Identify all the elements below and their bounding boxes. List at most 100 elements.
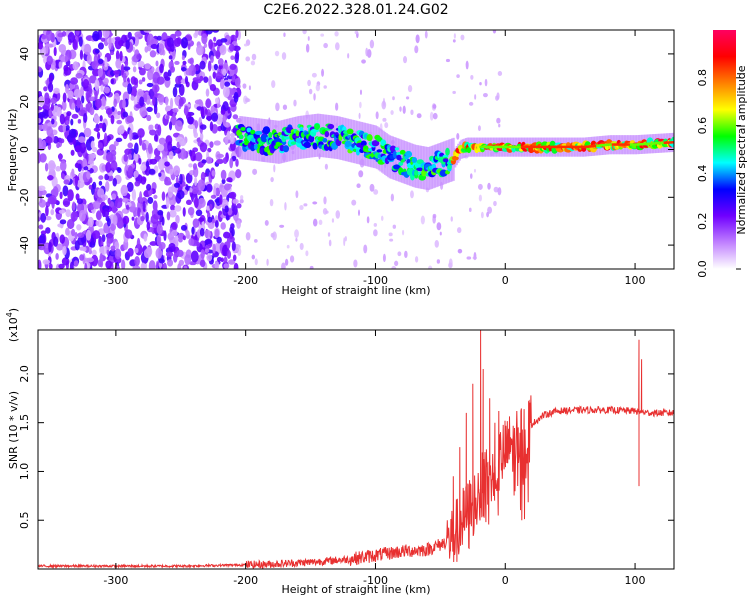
x-tick-label: 100 xyxy=(625,574,646,587)
spectrogram-noise-blob xyxy=(108,37,112,50)
spectrogram-noise-blob xyxy=(137,128,145,138)
spectrogram-speckle xyxy=(487,182,491,190)
spectrogram-noise-blob xyxy=(221,178,226,185)
spectrogram-noise-blob xyxy=(172,165,181,176)
spectrogram-noise-blob xyxy=(178,97,184,107)
spectrogram-noise-blob xyxy=(57,223,64,228)
spectrogram-noise-blob xyxy=(64,55,69,63)
spectrogram-noise-blob xyxy=(52,236,59,247)
spectrogram-noise-blob xyxy=(67,189,74,202)
spectrogram-speckle xyxy=(496,92,500,100)
spectrogram-noise-blob xyxy=(105,151,114,163)
spectrogram-noise-blob xyxy=(200,249,205,260)
ridge-core xyxy=(629,143,633,146)
spectrogram-noise-blob xyxy=(106,217,111,227)
spectrogram-noise-blob xyxy=(122,72,127,83)
spectrogram-noise-blob xyxy=(86,257,94,263)
spectrogram-noise-blob xyxy=(77,232,85,238)
spectrogram-noise-blob xyxy=(48,74,53,85)
spectrogram-noise-blob xyxy=(73,260,79,267)
spectrogram-speckle xyxy=(381,100,387,110)
spectrogram-noise-blob xyxy=(179,173,183,185)
spectrogram-noise-blob xyxy=(182,207,186,217)
spectrogram-noise-blob xyxy=(98,58,104,65)
spectrogram-noise-blob xyxy=(146,221,151,231)
spectrogram-noise-blob xyxy=(205,88,210,97)
spectrogram-speckle xyxy=(486,211,490,218)
spectrogram-noise-blob xyxy=(83,43,92,55)
spectrogram-noise-blob xyxy=(43,86,48,92)
spectrogram-speckle xyxy=(488,206,492,212)
spectrogram-speckle xyxy=(366,216,370,224)
spectrogram-speckle xyxy=(282,104,288,110)
spectrogram-noise-blob xyxy=(222,231,231,239)
spectrogram-noise-blob xyxy=(127,247,134,257)
spectrogram-noise-blob xyxy=(164,161,170,167)
spectrogram-speckle xyxy=(271,80,276,89)
spectrogram-noise-blob xyxy=(53,87,60,94)
ridge-core xyxy=(520,145,524,149)
spectrogram-noise-blob xyxy=(140,215,145,222)
spectrogram-noise-blob xyxy=(209,121,214,132)
spectrogram-noise-blob xyxy=(85,229,92,241)
spectrogram-speckle xyxy=(283,32,286,37)
spectrogram-noise-blob xyxy=(114,248,122,260)
snr-scale-exp: 4 xyxy=(5,312,14,317)
spectrogram-noise-blob xyxy=(67,90,74,100)
spectrogram-noise-blob xyxy=(136,237,141,250)
spectrogram-noise-blob xyxy=(222,115,227,127)
spectrogram-noise-blob xyxy=(79,141,87,154)
spectrogram-noise-blob xyxy=(190,150,196,162)
spectrogram-speckle xyxy=(497,70,503,76)
spectrogram-noise-blob xyxy=(140,164,147,172)
spectrogram-noise-blob xyxy=(148,168,156,175)
spectrogram-speckle xyxy=(272,231,277,241)
spectrogram-noise-blob xyxy=(220,222,226,230)
spectrogram-noise-blob xyxy=(171,229,178,237)
spectrogram-speckle xyxy=(391,265,397,269)
ridge-blob xyxy=(371,140,380,147)
spectrogram-noise-blob xyxy=(228,259,236,265)
ridge-halo xyxy=(436,143,440,187)
spectrogram-noise-blob xyxy=(220,257,224,263)
spectrogram-speckle xyxy=(334,31,339,37)
spectrogram-noise-blob xyxy=(149,241,158,246)
spectrogram-speckle xyxy=(498,123,501,128)
spectrogram-noise-blob xyxy=(149,158,158,165)
ridge-blob xyxy=(394,147,400,151)
ridge-core xyxy=(505,145,509,149)
spectrogram-noise-blob xyxy=(62,245,67,256)
spectrogram-noise-blob xyxy=(215,187,221,197)
spectrogram-noise-blob xyxy=(52,136,59,144)
ridge-core xyxy=(567,145,571,149)
spectrogram-noise-blob xyxy=(150,38,159,45)
ridge-core xyxy=(518,145,522,149)
spectrogram-noise-blob xyxy=(48,263,53,269)
ridge-core xyxy=(624,143,628,146)
spectrogram-speckle xyxy=(359,89,362,95)
spectrogram-noise-blob xyxy=(217,58,224,66)
ridge-blob xyxy=(324,131,330,138)
spectrogram-speckle xyxy=(366,49,372,58)
ridge-blob xyxy=(240,127,246,131)
spectrogram-speckle xyxy=(299,204,304,211)
ridge-halo xyxy=(327,114,331,159)
spectrogram-noise-blob xyxy=(173,37,181,47)
spectrogram-noise-blob xyxy=(99,253,104,264)
spectrogram-noise-blob xyxy=(183,105,189,116)
ridge-halo xyxy=(285,118,289,162)
spectrogram-noise-blob xyxy=(230,223,235,230)
spectrogram-noise-blob xyxy=(170,43,175,52)
spectrogram-speckle xyxy=(307,79,311,87)
spectrogram-noise-blob xyxy=(134,180,141,187)
spectrogram-noise-blob xyxy=(89,177,93,184)
ridge-core xyxy=(551,145,555,149)
ridge-core xyxy=(510,145,514,149)
spectrogram-noise-blob xyxy=(208,75,212,88)
snr-series-line xyxy=(38,330,674,569)
spectrogram-noise-blob xyxy=(132,265,141,269)
spectrogram-noise-blob xyxy=(122,80,129,88)
spectrogram-noise-blob xyxy=(130,95,135,101)
spectrogram-x-label: Height of straight line (km) xyxy=(281,284,430,297)
